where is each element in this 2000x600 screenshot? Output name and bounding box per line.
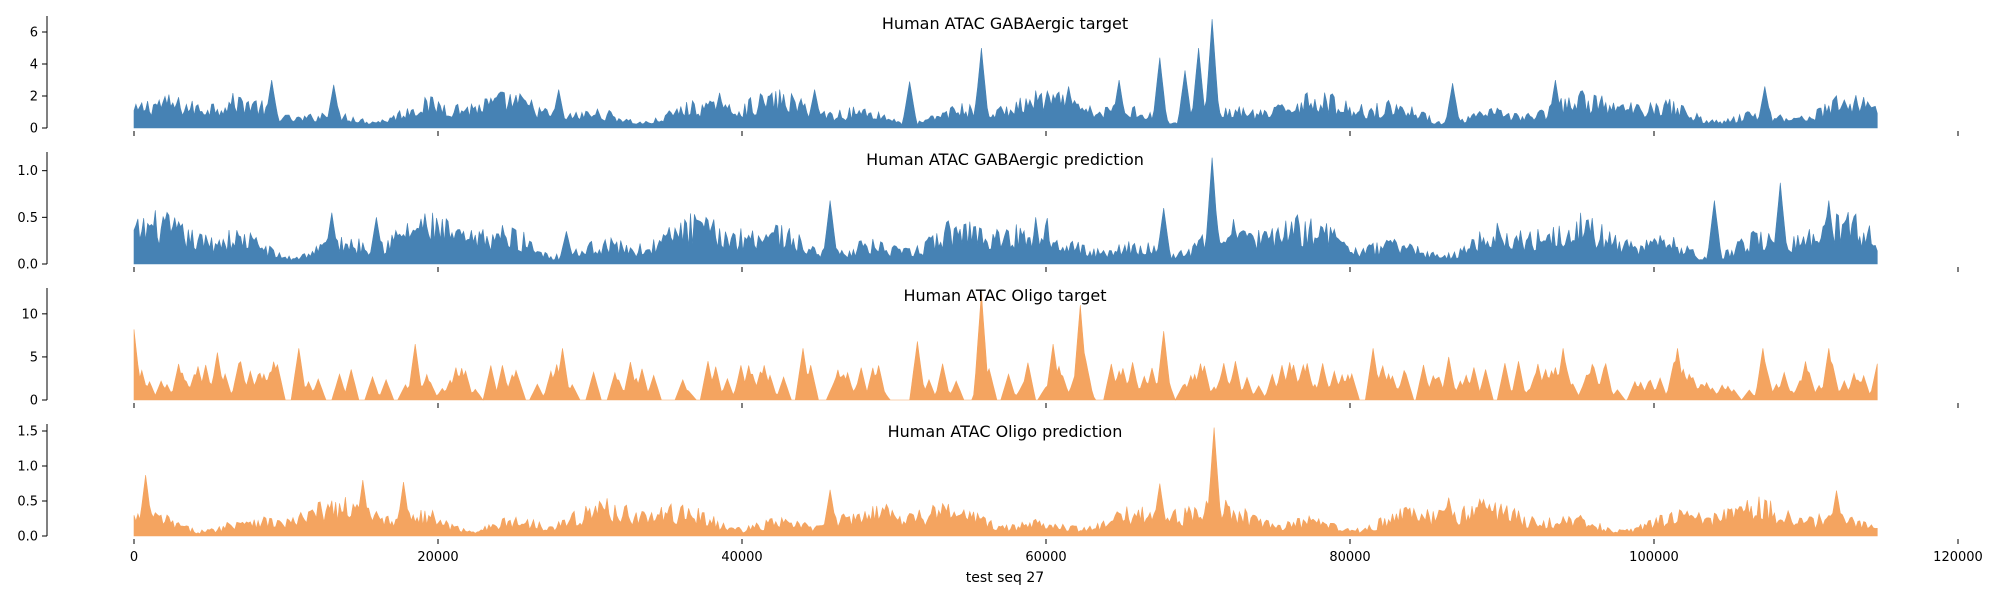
y-tick-label: 0.5 <box>17 211 38 226</box>
y-tick-label: 6 <box>30 26 38 41</box>
track-area <box>133 292 1878 401</box>
track-title: Human ATAC GABAergic target <box>882 14 1128 33</box>
y-tick-label: 1.0 <box>17 460 38 475</box>
track-area <box>133 19 1878 129</box>
track-panel: Human ATAC Oligo target 0 5 10 <box>21 286 1959 409</box>
y-tick-label: 1.0 <box>17 164 38 179</box>
y-tick-label: 0.0 <box>17 530 38 545</box>
x-tick-label: 80000 <box>1329 550 1370 565</box>
x-tick-label: 100000 <box>1629 550 1679 565</box>
y-tick-label: 1.5 <box>17 425 38 440</box>
track-area <box>133 427 1878 537</box>
x-tick-label: 0 <box>130 550 138 565</box>
y-tick-label: 2 <box>30 90 38 105</box>
x-tick-label: 40000 <box>721 550 762 565</box>
track-panel: Human ATAC Oligo prediction 0.0 0.5 1.0 1.5 0… <box>17 422 1983 565</box>
x-tick-label: 60000 <box>1025 550 1066 565</box>
y-tick-label: 5 <box>30 350 38 365</box>
y-tick-label: 10 <box>21 307 38 322</box>
y-tick-label: 0 <box>30 122 38 137</box>
track-area <box>133 157 1878 265</box>
x-tick-label: 120000 <box>1933 550 1983 565</box>
track-panel: Human ATAC GABAergic prediction 0.0 0.5 1.0 <box>17 150 1959 273</box>
y-tick-label: 0.5 <box>17 495 38 510</box>
track-title: Human ATAC Oligo target <box>903 286 1106 305</box>
track-title: Human ATAC GABAergic prediction <box>866 150 1144 169</box>
y-tick-label: 0 <box>30 394 38 409</box>
x-tick-label: 20000 <box>417 550 458 565</box>
x-axis-label: test seq 27 <box>966 570 1044 586</box>
track-title: Human ATAC Oligo prediction <box>888 422 1123 441</box>
y-tick-label: 0.0 <box>17 258 38 273</box>
y-tick-label: 4 <box>30 58 38 73</box>
track-panel: Human ATAC GABAergic target 0 2 4 6 <box>30 14 1959 137</box>
